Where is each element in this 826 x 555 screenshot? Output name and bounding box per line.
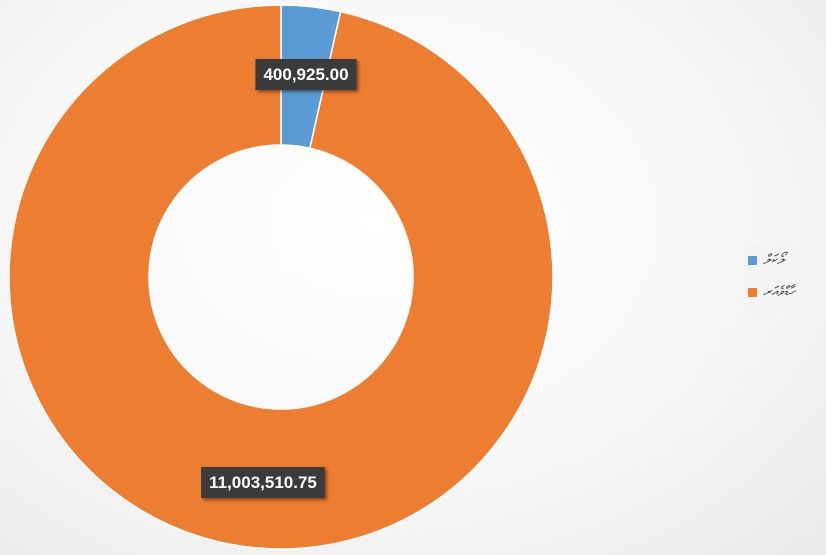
data-label-text-series-1: 400,925.00 [263,65,348,84]
legend-label-series-1: ލޯކަލް [763,252,785,268]
legend-item-series-1[interactable]: ލޯކަލް [748,252,784,268]
data-labels: 400,925.00 11,003,510.75 [201,59,357,498]
data-label-series-1: 400,925.00 [255,59,357,90]
data-label-text-series-2: 11,003,510.75 [209,473,317,492]
legend-swatch-series-1 [748,255,757,265]
legend-item-series-2[interactable]: ހާޑްވެއަރ [748,284,795,300]
data-label-box-series-2 [201,467,325,498]
legend: ލޯކަލް ހާޑްވެއަރ [744,246,826,316]
slice-series-2[interactable] [8,4,554,550]
data-label-box-series-1 [255,59,357,90]
legend-label-series-2: ހާޑްވެއަރ [763,284,796,300]
data-label-series-2: 11,003,510.75 [201,467,325,498]
legend-swatch-series-2 [748,287,757,297]
